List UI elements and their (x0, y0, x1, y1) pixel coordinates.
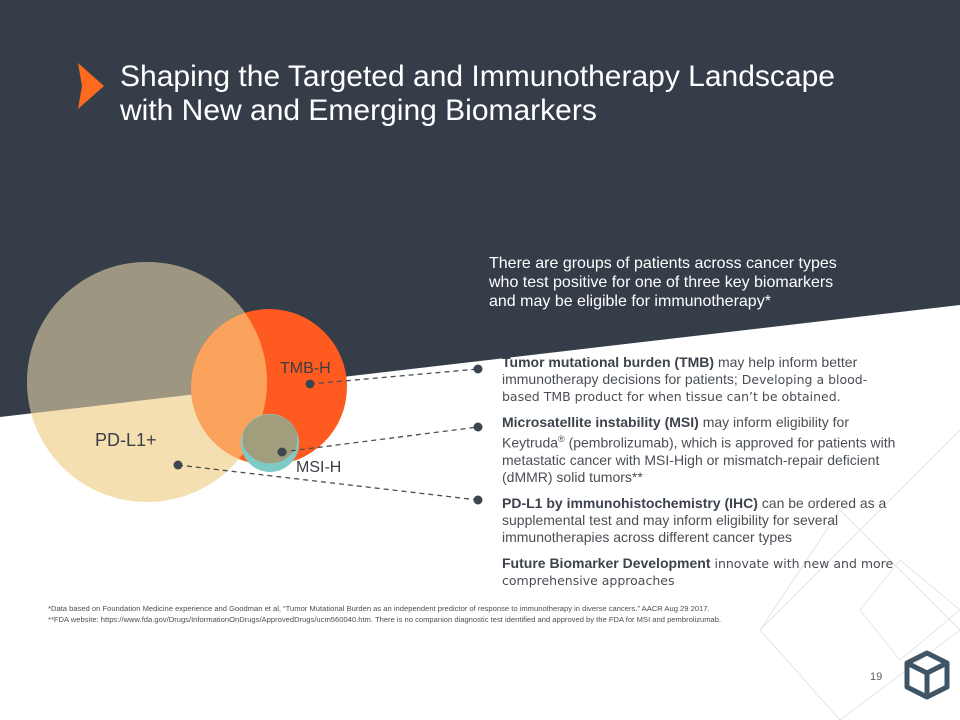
pdl1-text: can be ordered as a supplemental test an… (502, 494, 887, 545)
decorative-lines (759, 429, 960, 720)
list-item-pdl1: PD-L1 by immunohistochemistry (IHC) can … (502, 495, 902, 546)
footnote-2: **FDA website: https://www.fda.gov/Drugs… (48, 615, 722, 624)
intro-text: There are groups of patients across canc… (489, 254, 859, 311)
page-number: 19 (870, 671, 883, 683)
tmb-note: Developing a blood-based TMB product for… (502, 372, 868, 404)
page-title: Shaping the Targeted and Immunotherapy L… (120, 60, 880, 128)
connector-dots (173, 364, 483, 505)
registered-mark: ® (558, 434, 565, 444)
list-item-tmb: Tumor mutational burden (TMB) may help i… (502, 354, 902, 405)
pdl1-shadow (27, 262, 267, 417)
intro-line-1: There are groups of patients across canc… (489, 255, 837, 272)
biomarker-list: Tumor mutational burden (TMB) may help i… (502, 354, 902, 598)
title-line-2: with New and Emerging Biomarkers (120, 94, 597, 127)
pdl1-tmb-overlap (191, 309, 267, 465)
footnotes: *Data based on Foundation Medicine exper… (48, 603, 848, 625)
tmb-label: TMB-H (280, 360, 331, 377)
chevron-right-icon (78, 63, 104, 109)
pdl1-heading: PD-L1 by immunohistochemistry (IHC) (502, 494, 758, 511)
msi-label: MSI-H (296, 459, 342, 476)
tmb-heading: Tumor mutational burden (TMB) (502, 354, 715, 370)
future-text: innovate with new and more comprehensive… (502, 555, 894, 588)
connector-lines (177, 368, 479, 501)
msi-heading: Microsatellite instability (MSI) (502, 414, 699, 430)
list-item-future: Future Biomarker Development innovate wi… (502, 555, 902, 589)
pdl1-label: PD-L1+ (95, 430, 157, 450)
tmb-text: may help inform better immunotherapy dec… (502, 354, 858, 387)
footnote-1: *Data based on Foundation Medicine exper… (48, 604, 710, 613)
title-line-1: Shaping the Targeted and Immunotherapy L… (120, 60, 835, 93)
msi-text-1: may inform eligibility for Keytruda (502, 414, 849, 451)
venn-diagram (27, 262, 347, 502)
logo-icon (904, 650, 950, 700)
intro-line-3: and may be eligible for immunotherapy* (489, 293, 771, 310)
msi-overlap (243, 414, 297, 464)
list-item-msi: Microsatellite instability (MSI) may inf… (502, 414, 902, 486)
intro-line-2: who test positive for one of three key b… (489, 274, 834, 291)
future-heading: Future Biomarker Development (502, 554, 711, 571)
pdl1-circle (27, 262, 267, 502)
msi-text-2: (pembrolizumab), which is approved for p… (502, 434, 896, 485)
